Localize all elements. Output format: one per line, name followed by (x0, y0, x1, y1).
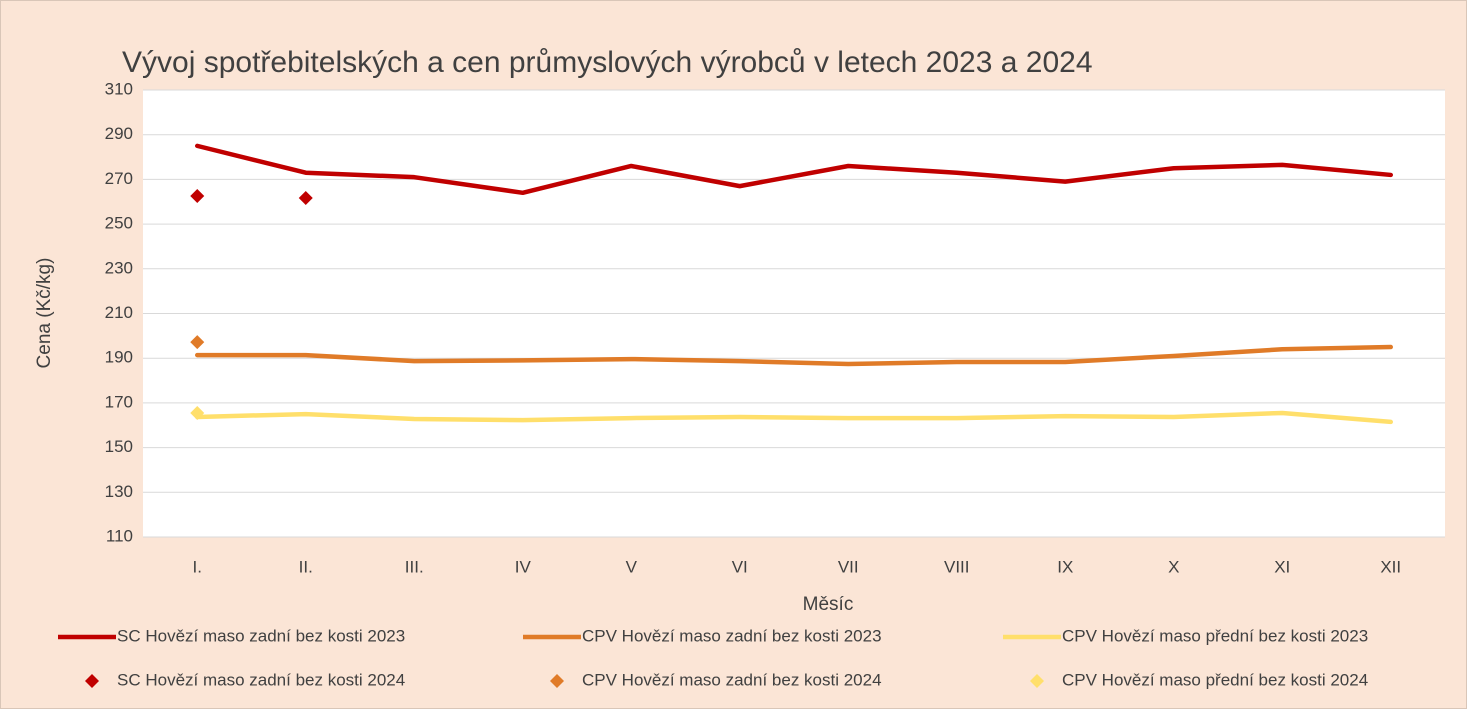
x-tick-label: II. (299, 557, 313, 576)
y-tick-label: 270 (105, 169, 133, 188)
data-point (190, 405, 205, 420)
x-tick-label: V (626, 557, 638, 576)
y-axis-label: Cena (Kč/kg) (34, 258, 55, 369)
x-tick-label: III. (405, 557, 424, 576)
y-tick-label: 170 (105, 392, 133, 411)
y-tick-label: 190 (105, 348, 133, 367)
x-tick-label: IV (515, 557, 532, 576)
legend-label: CPV Hovězí maso přední bez kosti 2023 (1062, 626, 1368, 645)
x-tick-label: X (1168, 557, 1179, 576)
legend-swatch (1030, 674, 1044, 688)
x-tick-label: VII (838, 557, 859, 576)
y-tick-label: 130 (105, 482, 133, 501)
x-tick-label: XI (1274, 557, 1290, 576)
legend-label: CPV Hovězí maso přední bez kosti 2024 (1062, 670, 1368, 689)
data-point (298, 190, 313, 205)
y-tick-label: 290 (105, 124, 133, 143)
legend-swatch (85, 674, 99, 688)
data-line (195, 344, 1393, 367)
legend-swatch (550, 674, 564, 688)
legend-label: SC Hovězí maso zadní bez kosti 2024 (117, 670, 405, 689)
y-tick-label: 110 (106, 526, 133, 545)
data-line (195, 410, 1393, 425)
data-point (190, 188, 205, 203)
y-tick-label: 150 (105, 437, 133, 456)
data-point (190, 335, 205, 350)
x-tick-label: IX (1057, 557, 1073, 576)
x-axis-label: Měsíc (803, 594, 854, 615)
y-tick-label: 250 (105, 214, 133, 233)
y-tick-label: 210 (105, 303, 133, 322)
y-tick-label: 310 (105, 79, 133, 98)
x-tick-label: XII (1380, 557, 1401, 576)
legend-label: CPV Hovězí maso zadní bez kosti 2023 (582, 626, 882, 645)
x-tick-label: VI (732, 557, 748, 576)
x-tick-label: I. (193, 557, 202, 576)
y-tick-label: 230 (105, 258, 133, 277)
data-line (195, 143, 1393, 196)
legend-label: SC Hovězí maso zadní bez kosti 2023 (117, 626, 405, 645)
chart-title: Vývoj spotřebitelských a cen průmyslovýc… (122, 46, 1093, 79)
legend-label: CPV Hovězí maso zadní bez kosti 2024 (582, 670, 882, 689)
x-tick-label: VIII (944, 557, 970, 576)
